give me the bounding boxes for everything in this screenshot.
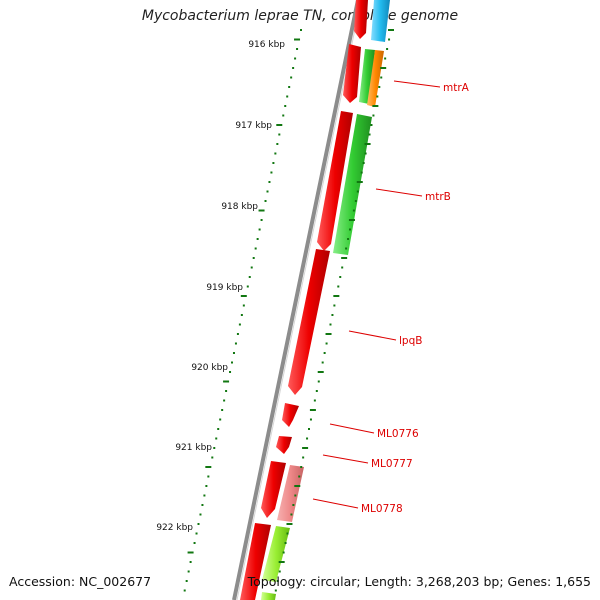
gene-leader-line bbox=[348, 330, 397, 341]
gene-labels: mtrA mtrB lpqB ML0776 ML0777 ML0778 bbox=[312, 80, 470, 515]
feature-green-mtrB bbox=[333, 114, 372, 255]
scale-label: 921 kbp bbox=[175, 443, 212, 453]
gene-label-ml0778[interactable]: ML0778 bbox=[361, 503, 403, 515]
gene-leader-line bbox=[312, 498, 359, 509]
gene-leader-line bbox=[329, 423, 375, 434]
accession-label: Accession: NC_002677 bbox=[9, 574, 152, 589]
gene-leader-line bbox=[322, 454, 369, 464]
scale-label: 916 kbp bbox=[248, 40, 285, 50]
gene-label-ml0776[interactable]: ML0776 bbox=[377, 428, 419, 440]
feature-orange-mtrA bbox=[367, 50, 384, 107]
scale-ticks-outer bbox=[274, 29, 394, 592]
gene-label-mtra[interactable]: mtrA bbox=[443, 82, 470, 94]
feature-cds-red bbox=[354, 0, 368, 39]
gene-label-ml0777[interactable]: ML0777 bbox=[371, 458, 413, 470]
scale-labels: 916 kbp 917 kbp 918 kbp 919 kbp 920 kbp 921 k… bbox=[156, 40, 285, 533]
gene-label-mtrb[interactable]: mtrB bbox=[425, 191, 451, 203]
feature-pink-ML0778 bbox=[277, 465, 304, 522]
topology-label: Topology: circular; Length: 3,268,203 bp… bbox=[247, 574, 591, 589]
feature-lime bbox=[261, 592, 276, 600]
feature-green-mtrA bbox=[359, 49, 375, 104]
feature-cds-red-ML0776 bbox=[282, 403, 299, 427]
scale-label: 918 kbp bbox=[221, 202, 258, 212]
gene-label-lpqb[interactable]: lpqB bbox=[399, 335, 422, 347]
scale-label: 922 kbp bbox=[156, 523, 193, 533]
feature-cds-red bbox=[240, 523, 271, 600]
gene-leader-line bbox=[375, 188, 423, 197]
feature-cyan bbox=[371, 0, 390, 42]
gene-leader-line bbox=[393, 80, 441, 88]
backbone-highlight bbox=[236, 0, 362, 600]
backbone-line bbox=[232, 0, 360, 600]
feature-cds-red bbox=[317, 111, 353, 251]
scale-label: 920 kbp bbox=[191, 363, 228, 373]
feature-cds-red-ML0777 bbox=[276, 436, 292, 454]
feature-lime bbox=[262, 526, 290, 582]
feature-cds-red-mtrA bbox=[343, 44, 361, 103]
feature-cds-red-ML0778 bbox=[261, 461, 286, 518]
scale-label: 919 kbp bbox=[206, 283, 243, 293]
scale-ticks-inner bbox=[183, 29, 302, 592]
feature-cds-red-lpqB bbox=[288, 249, 330, 395]
scale-label: 917 kbp bbox=[235, 121, 272, 131]
